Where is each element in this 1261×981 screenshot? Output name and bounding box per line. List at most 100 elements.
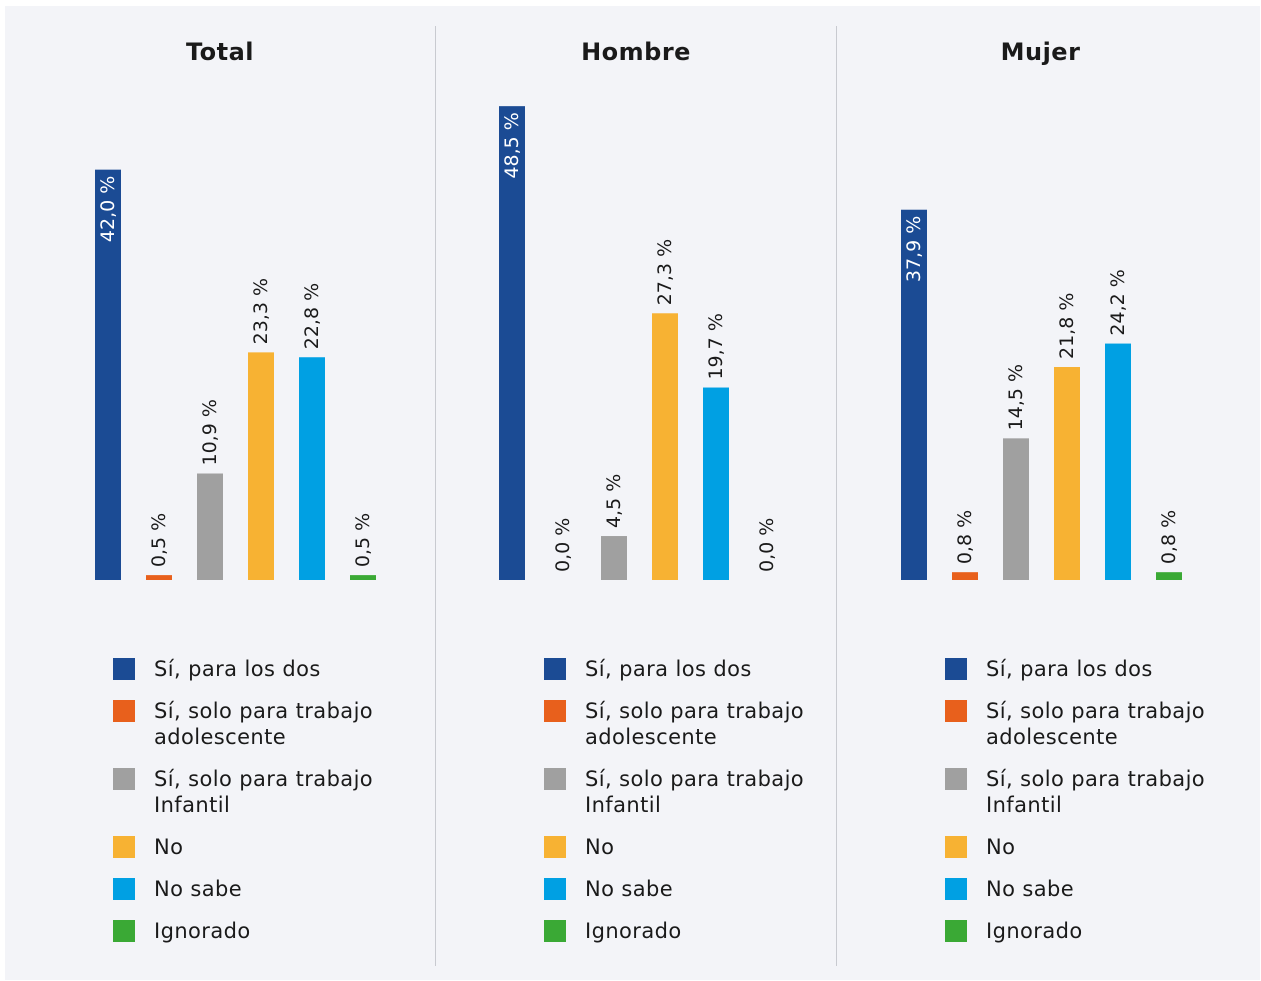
legend-label: No sabe	[986, 877, 1075, 901]
legend-swatch	[945, 700, 967, 722]
legend-item-no-sabe: No sabe	[945, 876, 1245, 902]
legend-label: Sí, solo para trabajo Infantil	[986, 767, 1206, 817]
panel-divider	[836, 26, 837, 966]
data-label-sí-para-los-dos: 42,0 %	[97, 176, 119, 242]
legend-swatch	[544, 920, 566, 942]
legend-swatch	[113, 658, 135, 680]
legend-label: Sí, solo para trabajo adolescente	[986, 699, 1206, 749]
legend-label: No sabe	[154, 877, 243, 901]
bar-no	[248, 352, 274, 580]
legend-item-no: No	[945, 834, 1245, 860]
data-label-sí-solo-infantil: 14,5 %	[1005, 364, 1027, 430]
legend-item-no: No	[544, 834, 844, 860]
legend-swatch	[113, 836, 135, 858]
legend-label: Sí, para los dos	[986, 657, 1153, 681]
legend-label: Sí, para los dos	[154, 657, 321, 681]
data-label-no: 21,8 %	[1056, 293, 1078, 359]
legend-item-sí-solo-adolescente: Sí, solo para trabajo adolescente	[113, 698, 413, 750]
bar-sí-para-los-dos	[901, 209, 927, 581]
data-label-no: 27,3 %	[654, 239, 676, 305]
legend-swatch	[945, 836, 967, 858]
legend-label: Sí, solo para trabajo Infantil	[154, 767, 374, 817]
panel-mujer: Mujer 37,9 % 0,8 % 14,5 % 21,8 % 24,2 % 0,8 %…	[837, 6, 1260, 980]
bar-ignorado	[350, 575, 376, 580]
legend-item-no: No	[113, 834, 413, 860]
legend-label: Ignorado	[585, 919, 682, 943]
legend-label: Sí, solo para trabajo adolescente	[154, 699, 374, 749]
legend-label: Sí, solo para trabajo Infantil	[585, 767, 805, 817]
legend-label: Sí, solo para trabajo adolescente	[585, 699, 805, 749]
bar-no-sabe	[703, 387, 729, 580]
bar-sí-solo-adolescente	[146, 575, 172, 580]
legend-swatch	[945, 920, 967, 942]
legend-swatch	[113, 878, 135, 900]
bar-sí-para-los-dos	[499, 106, 525, 580]
legend-swatch	[113, 920, 135, 942]
panel-total: Total 42,0 % 0,5 % 10,9 % 23,3 % 22,8 % 0,5 %…	[5, 6, 435, 980]
legend-hombre: Sí, para los dos Sí, solo para trabajo ad…	[544, 656, 844, 944]
bar-chart-mujer: 37,9 % 0,8 % 14,5 % 21,8 % 24,2 % 0,8 %	[901, 209, 1182, 581]
legend-item-ignorado: Ignorado	[113, 918, 413, 944]
data-label-sí-solo-adolescente: 0,0 %	[552, 518, 574, 572]
legend-item-sí-solo-adolescente: Sí, solo para trabajo adolescente	[945, 698, 1245, 750]
data-label-no-sabe: 22,8 %	[301, 283, 323, 349]
bar-sí-para-los-dos	[95, 169, 121, 580]
bar-sí-solo-infantil	[601, 536, 627, 580]
data-label-sí-para-los-dos: 48,5 %	[501, 112, 523, 178]
legend-swatch	[945, 768, 967, 790]
legend-item-no-sabe: No sabe	[113, 876, 413, 902]
data-label-sí-solo-adolescente: 0,5 %	[148, 513, 170, 567]
data-label-sí-para-los-dos: 37,9 %	[903, 216, 925, 282]
panel-title: Total	[185, 38, 255, 66]
data-label-sí-solo-adolescente: 0,8 %	[954, 510, 976, 564]
bar-no-sabe	[299, 357, 325, 580]
legend-label: No sabe	[585, 877, 674, 901]
legend-item-sí-solo-infantil: Sí, solo para trabajo Infantil	[113, 766, 413, 818]
bar-no-sabe	[1105, 343, 1131, 580]
data-label-no-sabe: 19,7 %	[705, 313, 727, 379]
legend-swatch	[945, 658, 967, 680]
legend-item-sí-para-los-dos: Sí, para los dos	[544, 656, 844, 682]
legend-swatch	[113, 700, 135, 722]
legend-label: No	[585, 835, 615, 859]
legend-swatch	[544, 768, 566, 790]
legend-item-ignorado: Ignorado	[945, 918, 1245, 944]
legend-item-sí-para-los-dos: Sí, para los dos	[945, 656, 1245, 682]
data-label-no: 23,3 %	[250, 278, 272, 344]
legend-label: Ignorado	[154, 919, 251, 943]
legend-item-no-sabe: No sabe	[544, 876, 844, 902]
data-label-ignorado: 0,8 %	[1158, 510, 1180, 564]
bar-no	[652, 313, 678, 580]
legend-item-sí-para-los-dos: Sí, para los dos	[113, 656, 413, 682]
legend-label: Sí, para los dos	[585, 657, 752, 681]
panel-title: Hombre	[581, 38, 691, 66]
legend-label: No	[986, 835, 1016, 859]
legend-swatch	[544, 658, 566, 680]
panel-title: Mujer	[1000, 38, 1081, 66]
legend-swatch	[544, 836, 566, 858]
data-label-ignorado: 0,0 %	[756, 518, 778, 572]
legend-label: No	[154, 835, 184, 859]
data-label-ignorado: 0,5 %	[352, 513, 374, 567]
legend-item-sí-solo-infantil: Sí, solo para trabajo Infantil	[945, 766, 1245, 818]
panel-divider	[435, 26, 436, 966]
chart-frame: Total 42,0 % 0,5 % 10,9 % 23,3 % 22,8 % 0,5 %…	[5, 6, 1260, 980]
data-label-sí-solo-infantil: 10,9 %	[199, 399, 221, 465]
legend-item-sí-solo-infantil: Sí, solo para trabajo Infantil	[544, 766, 844, 818]
legend-swatch	[945, 878, 967, 900]
legend-label: Ignorado	[986, 919, 1083, 943]
panel-hombre: Hombre 48,5 % 0,0 % 4,5 % 27,3 % 19,7 % 0,0 %…	[436, 6, 836, 980]
legend-item-sí-solo-adolescente: Sí, solo para trabajo adolescente	[544, 698, 844, 750]
legend-item-ignorado: Ignorado	[544, 918, 844, 944]
bar-sí-solo-infantil	[1003, 438, 1029, 580]
bar-chart-hombre: 48,5 % 0,0 % 4,5 % 27,3 % 19,7 % 0,0 %	[499, 106, 778, 580]
bar-chart-total: 42,0 % 0,5 % 10,9 % 23,3 % 22,8 % 0,5 %	[95, 169, 376, 580]
bar-sí-solo-adolescente	[952, 572, 978, 580]
legend-total: Sí, para los dos Sí, solo para trabajo ad…	[113, 656, 413, 944]
data-label-no-sabe: 24,2 %	[1107, 269, 1129, 335]
bar-ignorado	[1156, 572, 1182, 580]
bar-sí-solo-infantil	[197, 473, 223, 580]
bar-no	[1054, 367, 1080, 580]
legend-swatch	[544, 700, 566, 722]
data-label-sí-solo-infantil: 4,5 %	[603, 474, 625, 528]
